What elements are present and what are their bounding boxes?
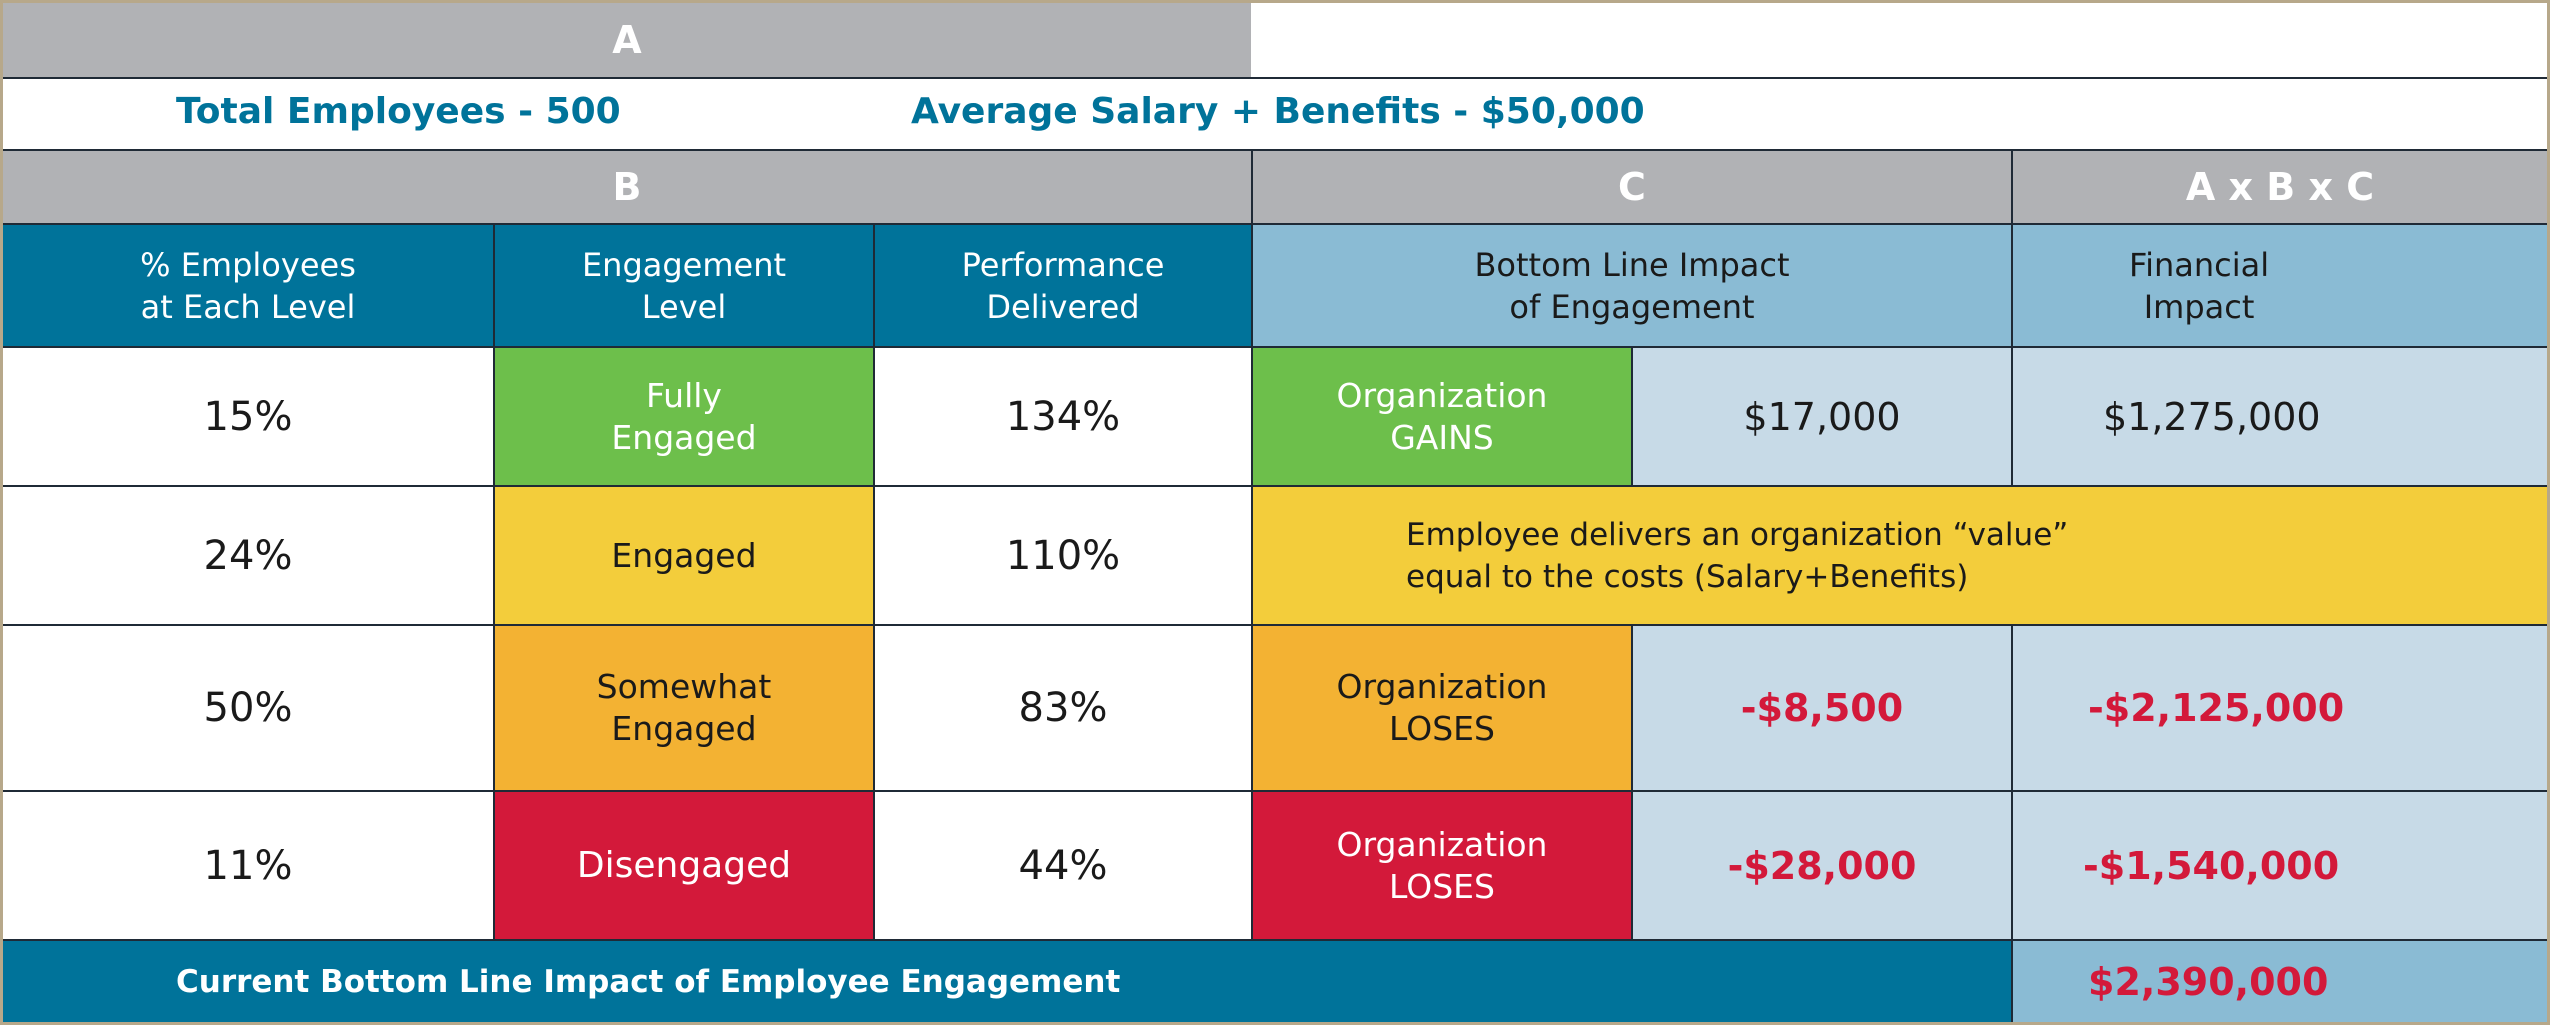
level-somewhat-engaged: Somewhat Engaged xyxy=(493,624,873,790)
section-abc-header: A x B x C xyxy=(2011,149,2547,223)
org-loses-label: Organization LOSES xyxy=(1251,624,1631,790)
total-employees-text: Total Employees - 500 xyxy=(176,91,621,132)
section-a-header: A xyxy=(3,3,1251,77)
org-gains-label: Organization GAINS xyxy=(1251,346,1631,485)
engaged-value-note: Employee delivers an organization “value… xyxy=(1251,485,2547,624)
row-engaged-pct: 24% xyxy=(3,485,493,624)
section-b-header: B xyxy=(3,149,1251,223)
section-b-label: B xyxy=(612,165,642,209)
level-engaged: Engaged xyxy=(493,485,873,624)
level-disengaged: Disengaged xyxy=(493,790,873,939)
row-fully-engaged-performance: 134% xyxy=(873,346,1251,485)
footer-label: Current Bottom Line Impact of Employee E… xyxy=(3,939,2011,1022)
row-somewhat-engaged-performance: 83% xyxy=(873,624,1251,790)
avg-salary-text: Average Salary + Benefits - $50,000 xyxy=(911,91,1645,132)
col-header-financial: Financial Impact xyxy=(2011,223,2547,346)
col-header-engagement-level: Engagement Level xyxy=(493,223,873,346)
row-somewhat-engaged-financial: -$2,125,000 xyxy=(2011,624,2547,790)
row-fully-engaged-financial: $1,275,000 xyxy=(2011,346,2547,485)
section-c-label: C xyxy=(1618,165,1646,209)
row-somewhat-engaged-pct: 50% xyxy=(3,624,493,790)
row-somewhat-engaged-per-employee: -$8,500 xyxy=(1631,624,2011,790)
section-a-label: A xyxy=(612,18,642,62)
col-header-performance: Performance Delivered xyxy=(873,223,1251,346)
row-disengaged-per-employee: -$28,000 xyxy=(1631,790,2011,939)
section-c-header: C xyxy=(1251,149,2011,223)
row-disengaged-pct: 11% xyxy=(3,790,493,939)
row-disengaged-performance: 44% xyxy=(873,790,1251,939)
info-row: Total Employees - 500 Average Salary + B… xyxy=(3,77,2547,149)
level-fully-engaged: Fully Engaged xyxy=(493,346,873,485)
row-fully-engaged-per-employee: $17,000 xyxy=(1631,346,2011,485)
blank-header-cell xyxy=(1251,3,2547,77)
col-header-pct-employees: % Employees at Each Level xyxy=(3,223,493,346)
col-header-bottom-line: Bottom Line Impact of Engagement xyxy=(1251,223,2011,346)
footer-total: $2,390,000 xyxy=(2011,939,2547,1022)
row-fully-engaged-pct: 15% xyxy=(3,346,493,485)
org-loses-label: Organization LOSES xyxy=(1251,790,1631,939)
section-abc-label: A x B x C xyxy=(2185,165,2375,209)
row-disengaged-financial: -$1,540,000 xyxy=(2011,790,2547,939)
row-engaged-performance: 110% xyxy=(873,485,1251,624)
